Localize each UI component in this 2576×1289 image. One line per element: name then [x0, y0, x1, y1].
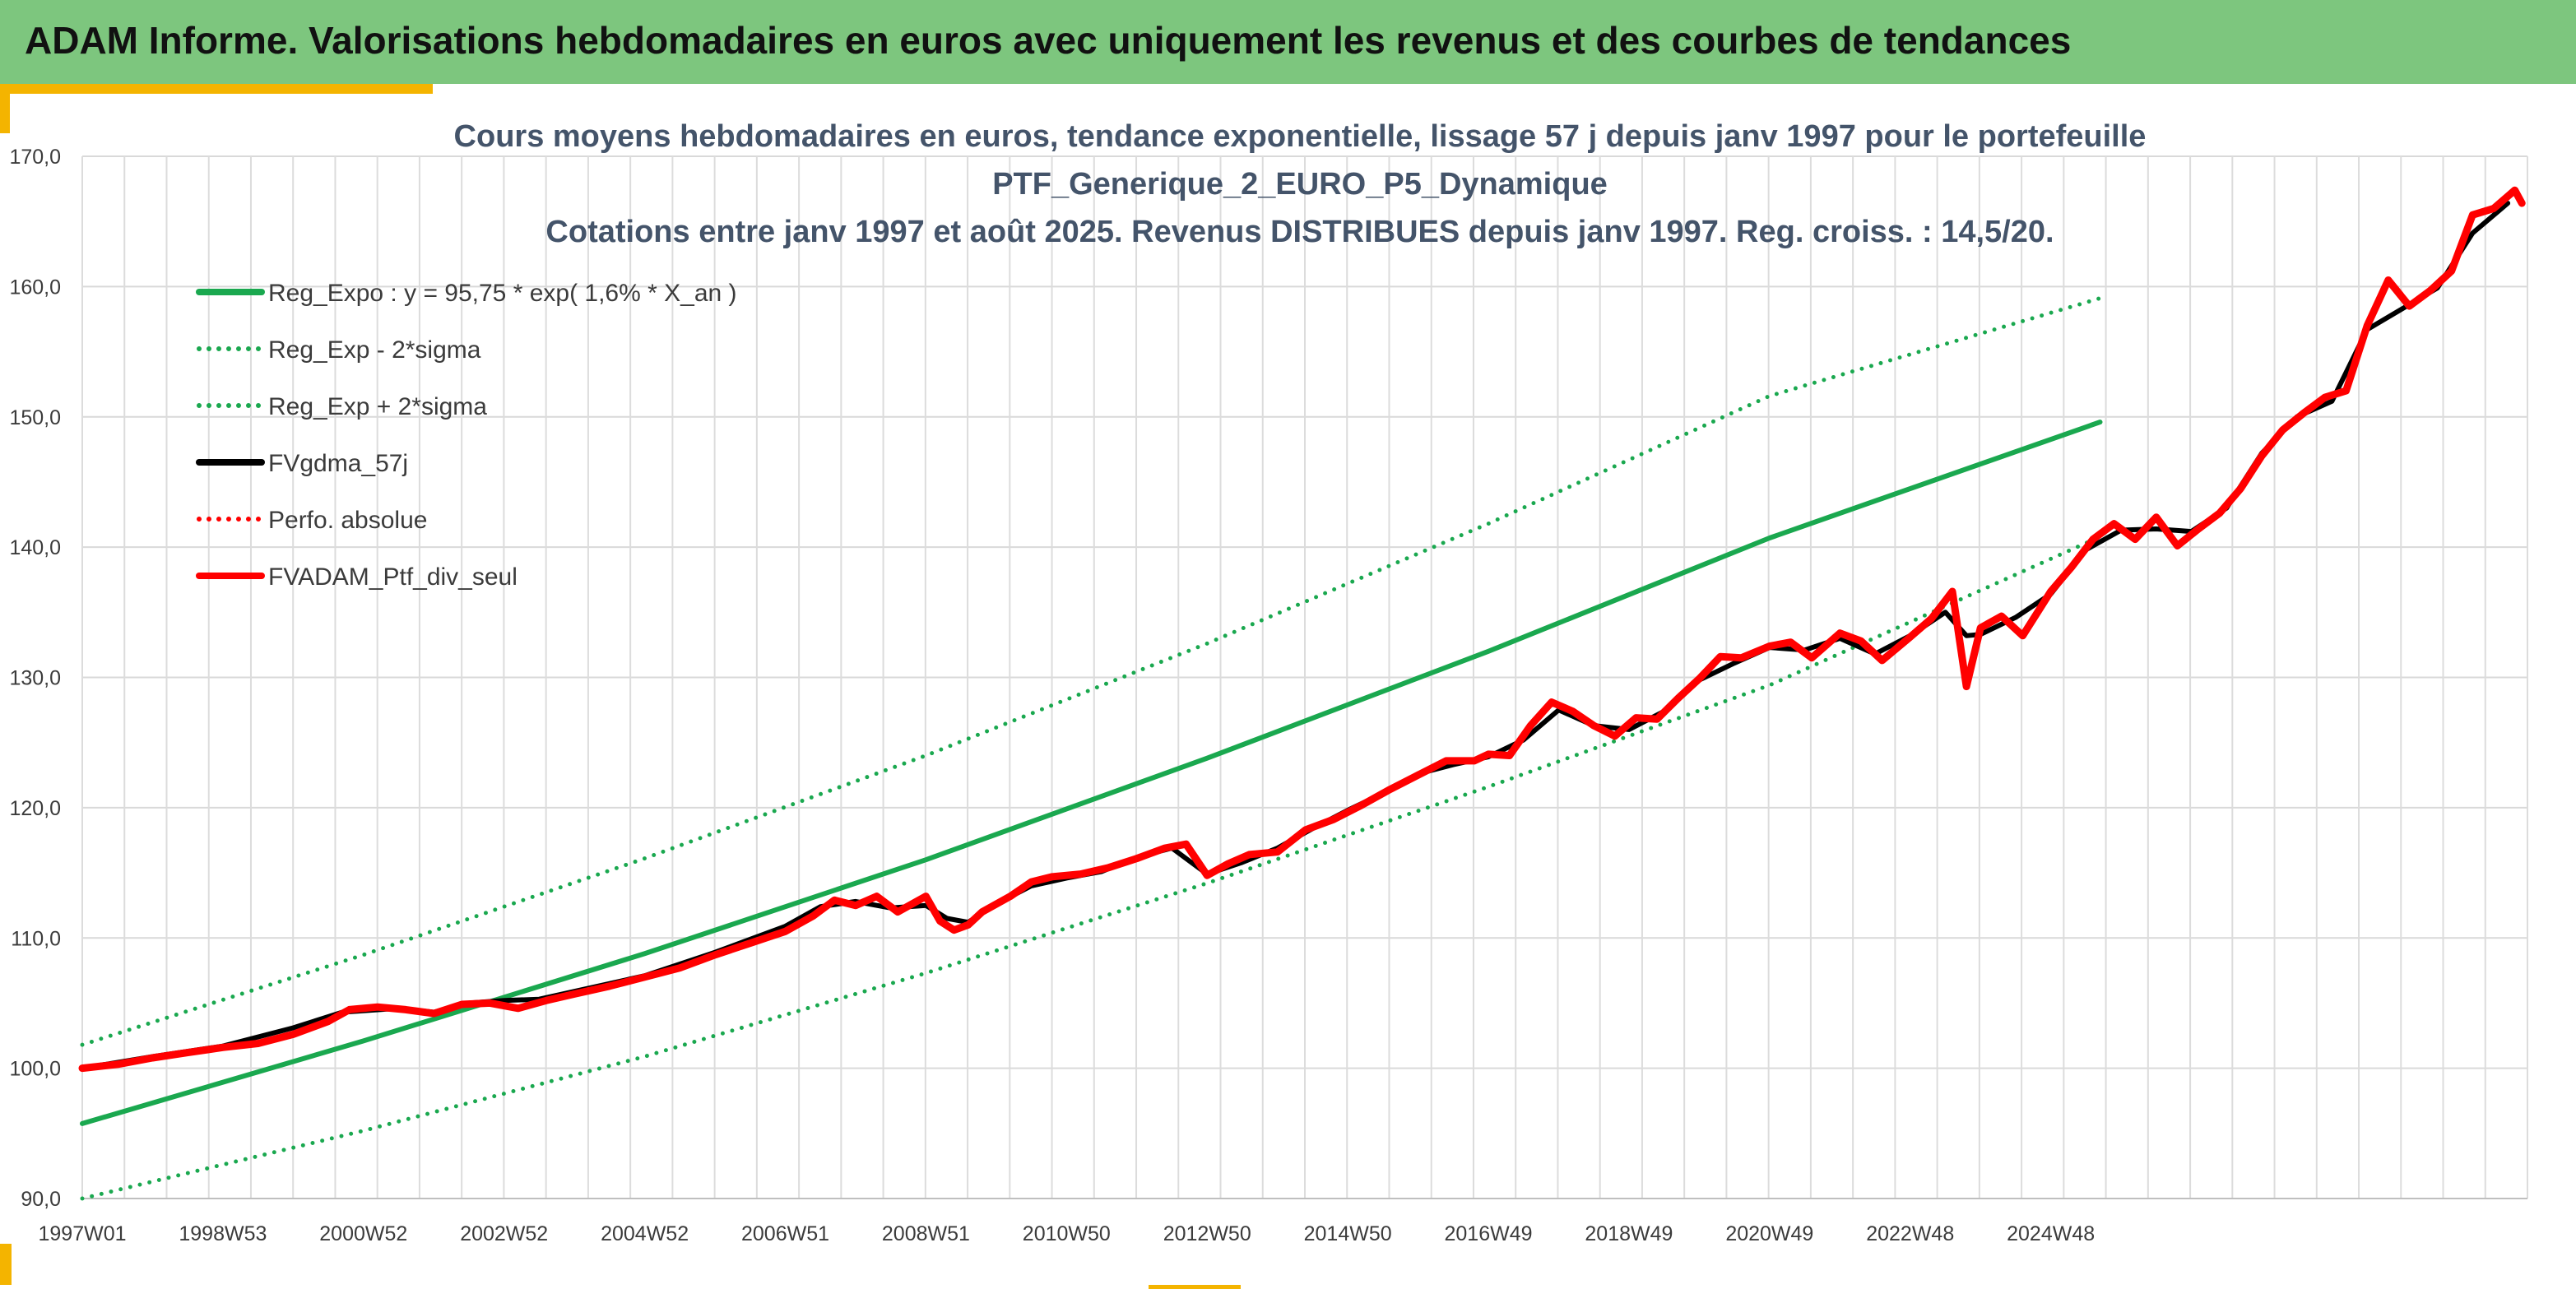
x-tick-label: 1997W01: [38, 1222, 126, 1245]
x-tick-label: 2004W52: [601, 1222, 689, 1245]
x-tick-label: 2014W50: [1304, 1222, 1392, 1245]
series-line: [78, 186, 2526, 1073]
series-lines: [78, 186, 2526, 1201]
y-tick-label: 140,0: [9, 536, 61, 559]
series-line: [80, 296, 2102, 1047]
x-tick-label: 1998W53: [179, 1222, 267, 1245]
gold-accent-bottom-left: [0, 1244, 12, 1285]
series-line: [80, 420, 2103, 1126]
legend-label: Reg_Exp - 2*sigma: [268, 336, 481, 364]
y-tick-label: 120,0: [9, 797, 61, 820]
y-tick-label: 100,0: [9, 1058, 61, 1081]
chart-title-line-3: Cotations entre janv 1997 et août 2025. …: [545, 215, 2054, 249]
x-tick-label: 2010W50: [1023, 1222, 1111, 1245]
y-tick-label: 150,0: [9, 406, 61, 429]
chart: Cours moyens hebdomadaires en euros, ten…: [9, 119, 2528, 1245]
legend: Reg_Expo : y = 95,75 * exp( 1,6% * X_an …: [196, 280, 737, 591]
x-tick-label: 2002W52: [460, 1222, 548, 1245]
chart-title: Cours moyens hebdomadaires en euros, ten…: [454, 119, 2147, 249]
x-axis: 1997W01 1998W53 2000W52 2002W52 2004W52 2006W…: [38, 1222, 2095, 1245]
x-tick-label: 2022W48: [1866, 1222, 1954, 1245]
y-tick-label: 170,0: [9, 146, 61, 169]
legend-label: Reg_Exp + 2*sigma: [268, 393, 487, 420]
page-title: ADAM Informe. Valorisations hebdomadaire…: [25, 19, 2072, 62]
legend-label: FVgdma_57j: [268, 450, 408, 477]
x-tick-label: 2008W51: [882, 1222, 970, 1245]
legend-label: Reg_Expo : y = 95,75 * exp( 1,6% * X_an …: [268, 280, 737, 307]
y-tick-label: 90,0: [21, 1188, 61, 1211]
x-tick-label: 2024W48: [2007, 1222, 2095, 1245]
x-tick-label: 2020W49: [1725, 1222, 1813, 1245]
y-axis: 90,0 100,0 110,0 120,0 130,0 140,0 150,0 160,0 1…: [9, 146, 61, 1211]
header-bar: ADAM Informe. Valorisations hebdomadaire…: [0, 0, 2576, 84]
x-tick-label: 2000W52: [319, 1222, 407, 1245]
gold-accent-top: [0, 84, 433, 94]
x-tick-label: 2018W49: [1585, 1222, 1673, 1245]
gold-accent-bottom-mid: [1149, 1285, 1241, 1289]
x-tick-label: 2016W49: [1445, 1222, 1533, 1245]
chart-title-line-1: Cours moyens hebdomadaires en euros, ten…: [454, 119, 2147, 154]
y-tick-label: 160,0: [9, 276, 61, 299]
x-tick-label: 2012W50: [1163, 1222, 1251, 1245]
y-tick-label: 130,0: [9, 667, 61, 690]
chart-title-line-2: PTF_Generique_2_EURO_P5_Dynamique: [992, 167, 1608, 202]
y-tick-label: 110,0: [11, 927, 61, 950]
gold-accent-left: [0, 84, 10, 133]
legend-label: FVADAM_Ptf_div_seul: [268, 563, 518, 591]
x-tick-label: 2006W51: [741, 1222, 829, 1245]
chart-grid: [81, 155, 2528, 1199]
series-line: [80, 535, 2102, 1201]
legend-label: Perfo. absolue: [268, 507, 427, 534]
